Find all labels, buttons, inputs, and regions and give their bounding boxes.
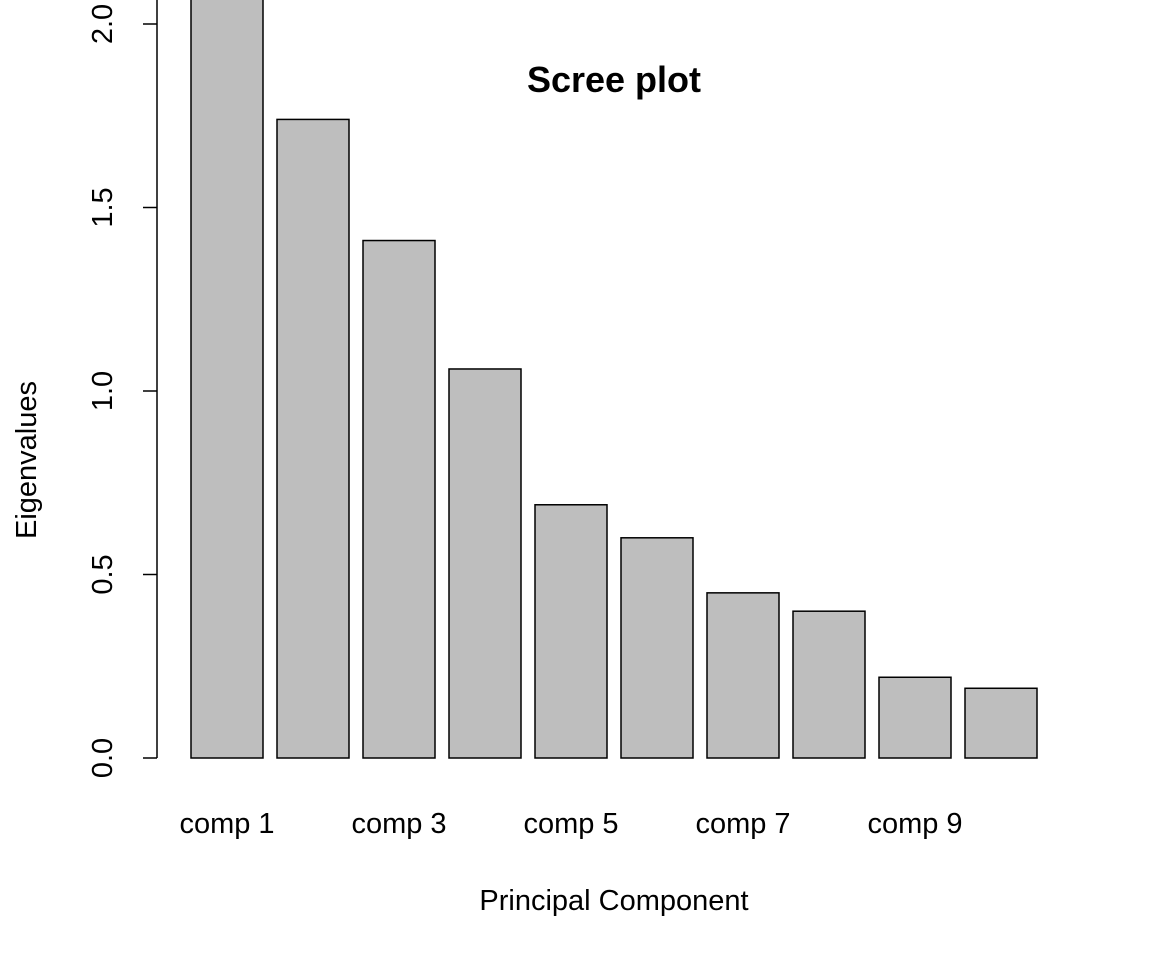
chart-title: Scree plot xyxy=(527,59,701,100)
x-tick-label: comp 1 xyxy=(179,808,274,840)
bar-comp-9 xyxy=(878,676,952,759)
y-axis: 0.00.51.01.52.02.53.0 xyxy=(87,0,158,778)
bar-comp-3 xyxy=(362,239,436,759)
y-axis-label: Eigenvalues xyxy=(11,381,43,539)
y-tick-label: 1.0 xyxy=(87,371,119,411)
bar-comp-6 xyxy=(620,537,694,759)
y-tick-label: 0.0 xyxy=(87,738,119,778)
x-tick-label: comp 3 xyxy=(351,808,446,840)
y-tick-label: 2.0 xyxy=(87,4,119,44)
bar-comp-8 xyxy=(792,610,866,759)
x-axis-label: Principal Component xyxy=(479,885,748,917)
x-tick-labels: comp 1 comp 3 comp 5 comp 7 comp 9 xyxy=(179,808,962,840)
x-tick-label: comp 9 xyxy=(867,808,962,840)
bar-comp-7 xyxy=(706,592,780,759)
bar-comp-4 xyxy=(448,368,522,759)
bar-comp-1 xyxy=(190,0,264,759)
y-tick-label: 0.5 xyxy=(87,554,119,594)
x-tick-label: comp 7 xyxy=(695,808,790,840)
y-tick-label: 1.5 xyxy=(87,187,119,227)
bar-comp-2 xyxy=(276,118,350,759)
bar-comp-10 xyxy=(964,687,1038,759)
x-tick-label: comp 5 xyxy=(523,808,618,840)
bars-group xyxy=(190,0,1038,759)
bar-comp-5 xyxy=(534,504,608,759)
